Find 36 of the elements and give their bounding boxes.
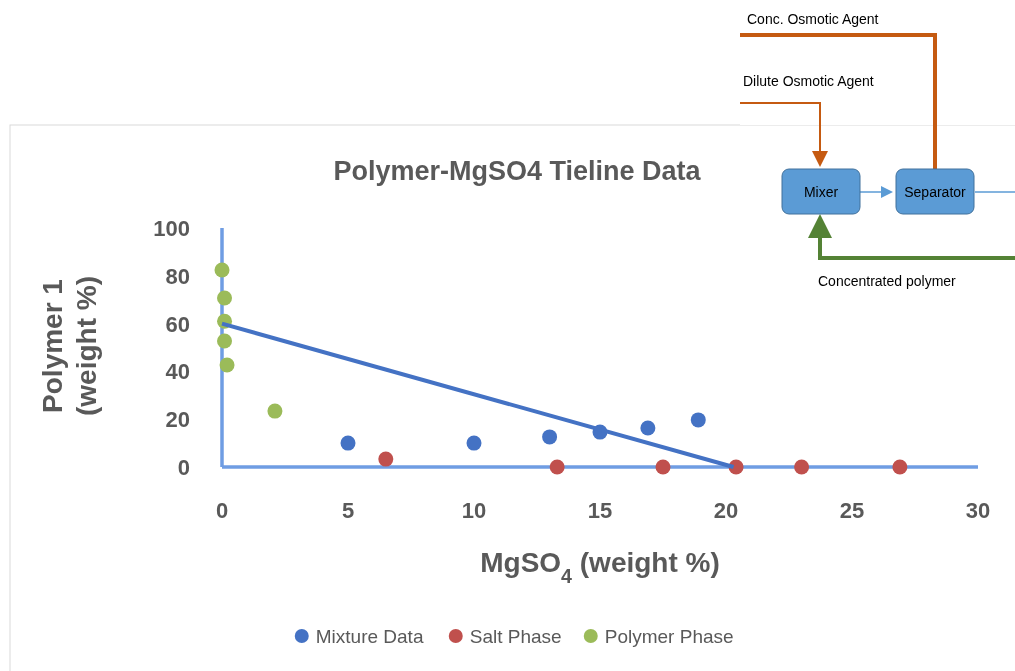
legend-label: Polymer Phase	[604, 626, 734, 647]
point	[892, 459, 908, 475]
point	[217, 290, 233, 306]
point	[549, 459, 565, 475]
x-tick-label: 20	[713, 498, 739, 523]
x-tick-label: 0	[215, 498, 229, 523]
point	[640, 420, 656, 436]
point	[378, 451, 394, 467]
y-tick-label: 60	[165, 311, 190, 337]
y-tick-label: 80	[165, 263, 190, 289]
y-tick-label: 0	[177, 455, 190, 480]
x-tick-label: 25	[839, 498, 865, 523]
x-tick-label: 10	[461, 498, 487, 523]
point	[542, 429, 558, 445]
y-tick-label: 20	[165, 407, 190, 433]
y-tick-label: 100	[153, 216, 190, 241]
point	[219, 357, 235, 373]
x-tick-label: 5	[341, 498, 355, 523]
x-tick-label: 30	[965, 498, 991, 523]
legend-label: Mixture Data	[315, 626, 424, 647]
point	[267, 403, 283, 419]
x-axis-title: MgSO$_{4}$ (weight %)	[480, 547, 720, 587]
point	[690, 412, 706, 428]
point	[217, 333, 233, 349]
legend-label: Salt Phase	[469, 626, 562, 647]
point	[214, 262, 230, 278]
y-tick-label: 40	[165, 359, 190, 385]
point	[466, 435, 482, 451]
x-tick-label: 15	[587, 498, 613, 523]
point	[794, 459, 810, 475]
point	[340, 435, 356, 451]
point	[655, 459, 671, 475]
chart-title: Polymer-MgSO4 Tieline Data	[333, 156, 702, 186]
y-axis-title: Polymer 1 (weight %)	[37, 276, 102, 416]
process-flow-diagram: Conc. Osmotic Agent Dilute Osmotic Agent Mixer Separator Concentrated polymer	[739, 0, 1015, 289]
annotation: Concentrated polymer	[818, 273, 957, 289]
